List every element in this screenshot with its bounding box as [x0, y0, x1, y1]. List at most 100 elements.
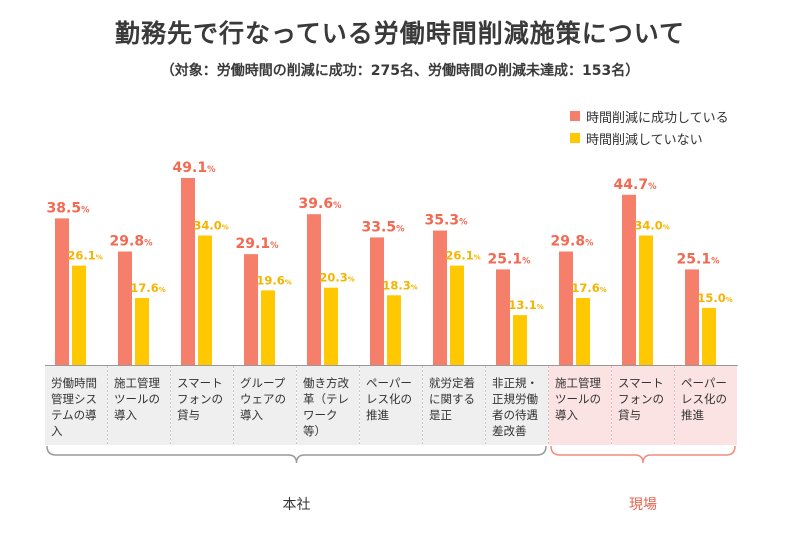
legend-label-fail: 時間削減していない: [586, 132, 703, 148]
bar-fail: [450, 265, 464, 365]
legend-item-success: 時間削減に成功している: [570, 105, 729, 127]
category-label: 者の待遇: [492, 408, 538, 422]
legend-item-fail: 時間削減していない: [570, 127, 729, 149]
category-label: 就労定着: [429, 376, 475, 390]
bar-fail: [72, 265, 86, 365]
group-bracket: [46, 445, 547, 464]
value-label-success: 49.1%: [173, 160, 217, 176]
group-bracket: [550, 445, 736, 464]
legend-swatch-fail: [570, 133, 580, 143]
bar-fail: [135, 297, 149, 365]
category-label: 差改善: [492, 424, 527, 438]
category-label: 正規労働: [492, 392, 538, 406]
bar-success: [685, 269, 699, 365]
bar-fail: [513, 315, 527, 365]
bar-fail: [576, 297, 590, 365]
category-cell: [360, 366, 422, 445]
category-cell: [675, 366, 737, 445]
value-label-fail: 34.0%: [634, 219, 669, 233]
value-label-success: 29.8%: [551, 234, 595, 250]
category-label: 管理シス: [51, 392, 97, 406]
value-label-fail: 15.0%: [697, 291, 732, 305]
category-label: 入: [51, 424, 63, 438]
category-cell: [612, 366, 674, 445]
bar-fail: [639, 235, 653, 365]
category-label: 働き方改: [303, 376, 349, 390]
category-label: 施工管理: [555, 376, 601, 390]
value-label-success: 33.5%: [362, 219, 406, 235]
category-label: スマート: [618, 376, 664, 390]
category-label: ツールの: [555, 392, 601, 406]
category-cell: [234, 366, 296, 445]
bar-fail: [324, 287, 338, 365]
value-label-success: 38.5%: [47, 200, 91, 216]
value-label-success: 25.1%: [677, 251, 721, 267]
value-label-success: 39.6%: [299, 196, 343, 212]
category-label: フォンの: [618, 392, 664, 406]
category-label: 導入: [114, 408, 137, 422]
category-label: フォンの: [177, 392, 223, 406]
bar-success: [244, 254, 258, 365]
category-label: 推進: [366, 408, 389, 422]
category-label: グループ: [240, 376, 286, 390]
category-cell: [45, 366, 107, 445]
bar-success: [622, 194, 636, 365]
bar-success: [55, 218, 69, 365]
value-label-success: 35.3%: [425, 213, 469, 229]
category-label: 導入: [240, 408, 263, 422]
value-label-fail: 17.6%: [571, 281, 606, 295]
bar-fail: [702, 307, 716, 365]
value-label-success: 25.1%: [488, 251, 532, 267]
category-cell: [486, 366, 548, 445]
value-label-fail: 17.6%: [130, 281, 165, 295]
value-label-fail: 26.1%: [445, 249, 480, 263]
bar-success: [496, 269, 510, 365]
category-label: 導入: [555, 408, 578, 422]
value-label-fail: 34.0%: [193, 219, 228, 233]
bar-fail: [198, 235, 212, 365]
value-label-fail: 13.1%: [508, 298, 543, 312]
category-label: に関する: [429, 392, 475, 406]
value-label-success: 44.7%: [614, 177, 658, 193]
category-cell: [549, 366, 611, 445]
category-cell: [423, 366, 485, 445]
category-label: ツールの: [114, 392, 160, 406]
value-label-fail: 26.1%: [67, 249, 102, 263]
bar-success: [559, 251, 573, 365]
category-label: 是正: [429, 408, 452, 422]
value-label-fail: 20.3%: [319, 271, 354, 285]
bar-success: [370, 237, 384, 365]
bar-fail: [387, 295, 401, 365]
category-label: ウェアの: [240, 392, 286, 406]
bar-success: [307, 214, 321, 365]
category-cell: [108, 366, 170, 445]
value-label-fail: 18.3%: [382, 278, 417, 292]
bar-success: [181, 178, 195, 365]
value-label-success: 29.8%: [110, 234, 154, 250]
group-label: 現場: [629, 497, 657, 513]
category-label: 貸与: [177, 408, 200, 422]
legend: 時間削減に成功している 時間削減していない: [570, 105, 729, 149]
category-label: 革（テレ: [303, 392, 349, 406]
category-label: 非正規・: [492, 376, 538, 390]
category-label: ペーパー: [366, 376, 412, 390]
legend-swatch-success: [570, 111, 580, 121]
category-label: テムの導: [51, 408, 97, 422]
category-label: レス化の: [366, 392, 412, 406]
category-label: 施工管理: [114, 376, 160, 390]
group-label: 本社: [283, 497, 311, 513]
category-label: 労働時間: [51, 376, 97, 390]
category-label: ワーク: [303, 408, 338, 422]
category-label: ペーパー: [681, 376, 727, 390]
bar-success: [433, 230, 447, 365]
chart-title: 勤務先で行なっている労働時間削減施策について: [114, 19, 685, 48]
category-cell: [171, 366, 233, 445]
category-cell: [297, 366, 359, 445]
category-label: 等）: [303, 424, 326, 438]
category-label: 貸与: [618, 408, 641, 422]
bar-success: [118, 251, 132, 365]
category-label: 推進: [681, 408, 704, 422]
category-label: レス化の: [681, 392, 727, 406]
bar-fail: [261, 290, 275, 365]
